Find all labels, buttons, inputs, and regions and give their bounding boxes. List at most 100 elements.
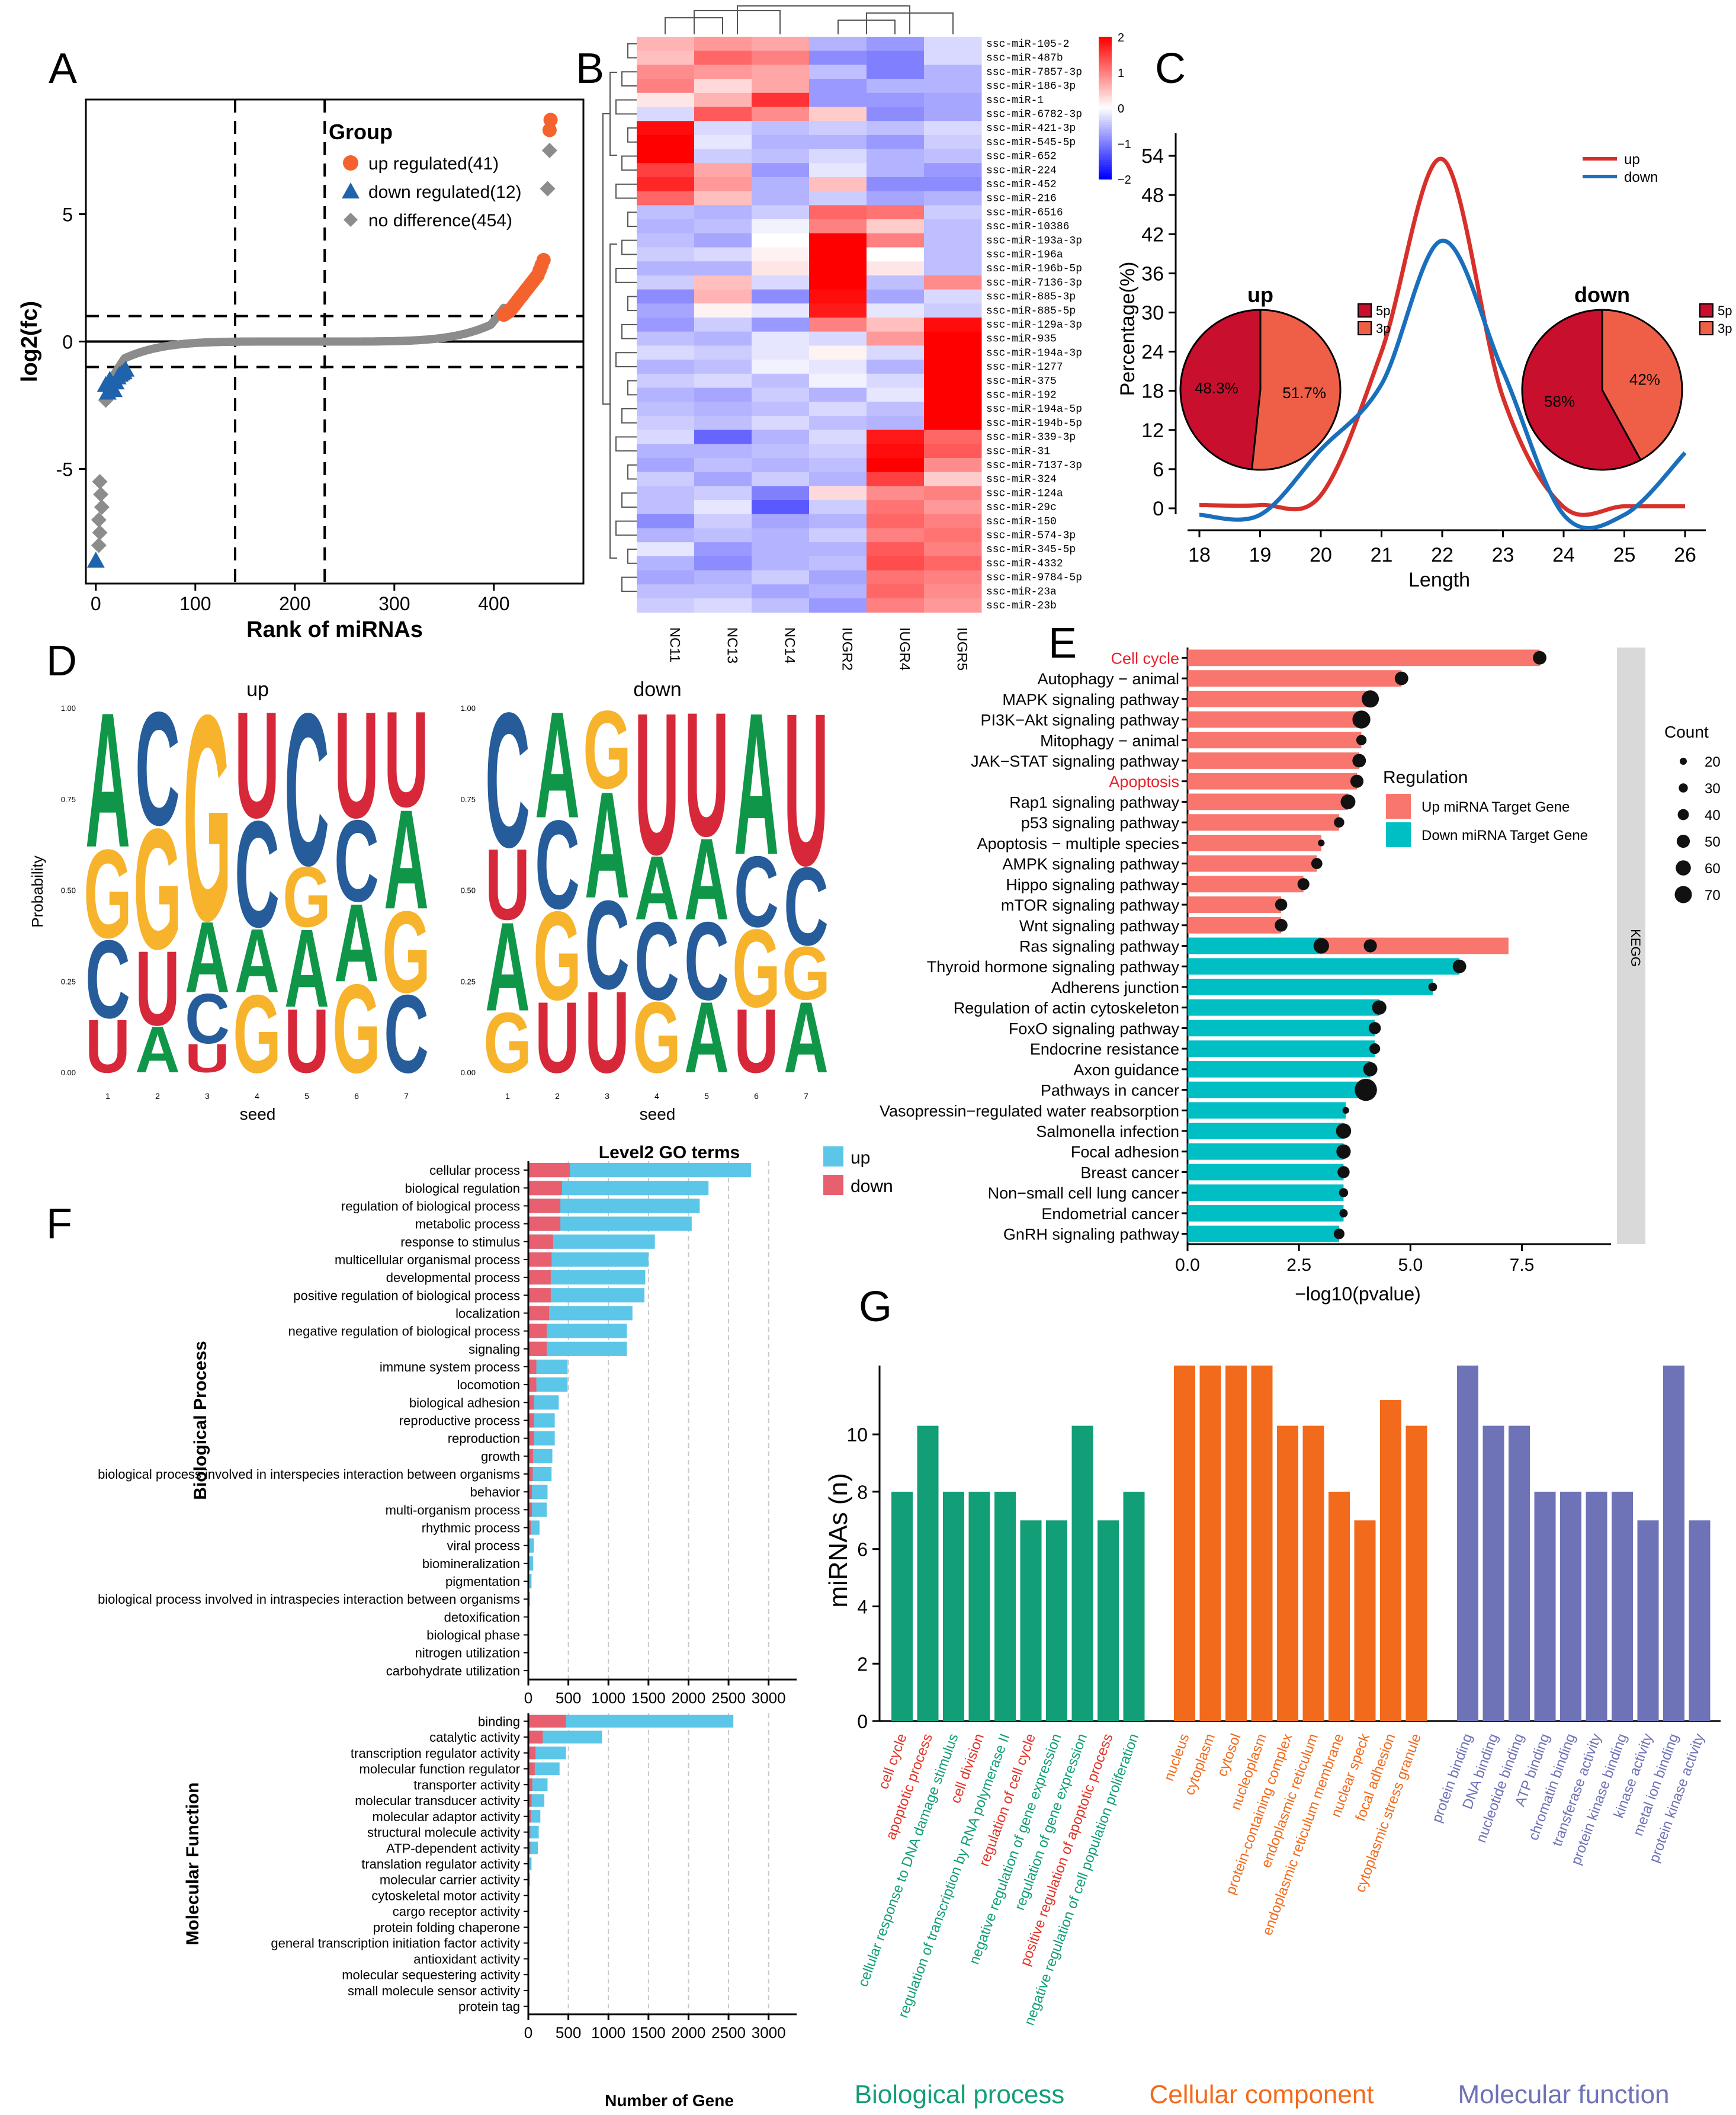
go-bar-down [528, 1288, 551, 1303]
heatmap-cell [867, 500, 925, 515]
heatmap-cell [924, 360, 982, 374]
color-scale-step [1099, 94, 1112, 97]
go-term-label: reproductive process [399, 1414, 520, 1428]
go-term-label: cytosol [1214, 1732, 1244, 1778]
color-scale-step [1099, 91, 1112, 94]
size-legend-dot [1680, 758, 1687, 765]
heatmap-cell [867, 65, 925, 79]
heatmap-cell [809, 556, 867, 571]
legend-marker [342, 182, 360, 198]
go-mirna-bar [891, 1491, 913, 1721]
pie-legend-label: 5p [1376, 303, 1390, 318]
legend-title: Group [329, 120, 393, 144]
color-scale-step [1099, 132, 1112, 134]
heatmap-cell [637, 318, 695, 332]
heatmap-cell [809, 570, 867, 585]
x-tick-label: 7.5 [1510, 1255, 1535, 1275]
y-axis-title: miRNAs (n) [824, 1473, 853, 1607]
heatmap-cell [924, 50, 982, 65]
kegg-dot [1428, 982, 1437, 992]
kegg-dot [1363, 1062, 1378, 1076]
go-bar-up [528, 1841, 538, 1854]
heatmap-cell [867, 387, 925, 402]
heatmap-cell [752, 191, 810, 206]
row-dendrogram-branch [621, 155, 637, 171]
pie-slice-label: 42% [1629, 371, 1660, 389]
heatmap-cell [867, 247, 925, 262]
panel-a-volcano-rank-plot: 0 100 200 300 400 5 0 -5 Rank of miRNAs log2(fc) G… [17, 98, 585, 642]
y-axis-title: log2(fc) [17, 301, 42, 382]
kegg-bar [1188, 855, 1317, 872]
logo-letter: A [185, 902, 230, 1014]
row-label: ssc-miR-375 [986, 376, 1057, 387]
heatmap-cell [867, 107, 925, 121]
y-tick-label: 0.00 [61, 1068, 76, 1077]
logo-letter: C [734, 836, 779, 948]
size-legend-label: 70 [1705, 887, 1721, 903]
heatmap-cell [637, 556, 695, 571]
row-label: ssc-miR-196b-5p [986, 263, 1082, 275]
go-term-label: molecular function regulator [360, 1762, 520, 1777]
go-bar-up [528, 1556, 534, 1571]
go-term-label: biological process involved in interspec… [98, 1467, 520, 1482]
legend-label: down [1624, 169, 1658, 185]
logo-letter: A [384, 781, 429, 939]
heatmap-cell [637, 247, 695, 262]
go-term-label: developmental process [386, 1270, 520, 1285]
heatmap-cell [694, 177, 752, 192]
heatmap-cell [637, 134, 695, 150]
heatmap-cell [924, 402, 982, 416]
heatmap-cell [867, 415, 925, 431]
go-term-label: molecular transducer activity [355, 1793, 520, 1808]
logo-letter: G [183, 653, 232, 981]
heatmap-cell [637, 303, 695, 318]
color-scale-step [1099, 143, 1112, 146]
nodiff-point [92, 525, 108, 540]
y-axis-title: Percentage(%) [1116, 262, 1139, 396]
color-scale-step [1099, 153, 1112, 156]
color-scale-step [1099, 167, 1112, 170]
logo-letter: C [684, 899, 729, 1024]
pathway-label: Rap1 signaling pathway [1009, 793, 1179, 811]
x-tick-label: 0 [524, 2024, 532, 2042]
go-term-label: biological phase [426, 1628, 520, 1643]
pie-slice-label: 51.7% [1282, 384, 1326, 402]
color-scale-step [1099, 172, 1112, 175]
kegg-bar [1188, 1102, 1346, 1119]
row-dendrogram-branch [627, 212, 637, 227]
y-tick-label: 5 [62, 204, 73, 226]
y-tick-label: 0.75 [461, 795, 476, 804]
go-bar-down [528, 1395, 534, 1410]
heatmap-cell [809, 402, 867, 416]
row-dendrogram-branch [609, 243, 617, 559]
heatmap-cell [924, 345, 982, 360]
heatmap-cell [809, 37, 867, 52]
color-scale-step [1099, 68, 1112, 70]
y-tick-label: 10 [846, 1424, 868, 1446]
kegg-dot [1394, 671, 1408, 685]
pathway-label: Salmonella infection [1036, 1123, 1179, 1140]
row-dendrogram-branch [621, 239, 637, 255]
x-tick-label: 0 [524, 1689, 532, 1707]
heatmap-cell [924, 331, 982, 346]
pie-legend-swatch [1699, 321, 1713, 335]
heatmap-cell [752, 79, 810, 94]
heatmap-cell [867, 289, 925, 304]
heatmap-cell [809, 275, 867, 290]
go-bar-down [528, 1324, 547, 1338]
heatmap-cell [809, 373, 867, 388]
kegg-bar [1188, 1164, 1344, 1181]
go-mirna-bar [968, 1491, 990, 1721]
heatmap-cell [752, 331, 810, 346]
heatmap-cell [867, 360, 925, 374]
x-axis-title: seed [640, 1105, 676, 1123]
logo-letter: U [485, 829, 530, 941]
go-term-label: transcription regulator activity [351, 1746, 520, 1761]
heatmap-cell [752, 121, 810, 136]
heatmap-cell [867, 79, 925, 94]
heatmap-cell [694, 360, 752, 374]
row-label: ssc-miR-421-3p [986, 123, 1076, 134]
go-bar-up [528, 1778, 548, 1792]
y-tick-label: 12 [1141, 419, 1164, 442]
x-tick-label: 2000 [672, 1689, 706, 1707]
